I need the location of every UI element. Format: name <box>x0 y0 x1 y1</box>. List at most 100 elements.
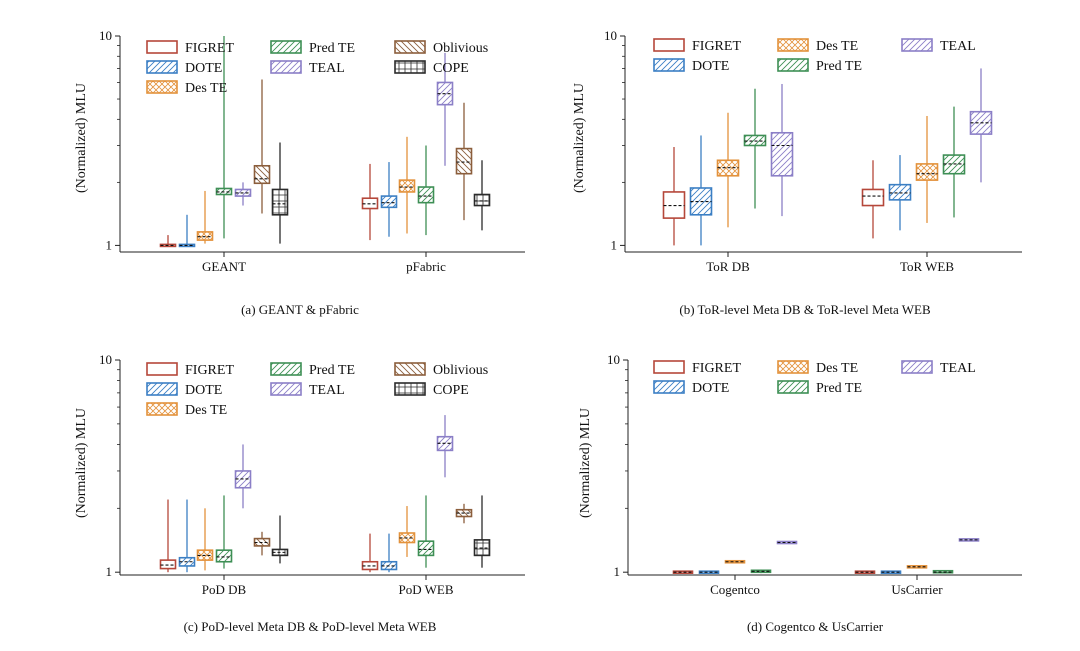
legend-pred-te: Pred TE <box>270 40 355 56</box>
box-figret-pfabric <box>361 163 379 241</box>
box-dote-cogentco <box>698 570 720 574</box>
legend-oblivious: Oblivious <box>394 362 488 378</box>
legend-label: TEAL <box>309 383 345 398</box>
legend-label: Pred TE <box>816 381 862 396</box>
x-tick-label-uscarrier: UsCarrier <box>891 582 943 597</box>
box-cope-pod-web <box>473 495 491 568</box>
box-teal-pfabric <box>436 52 454 166</box>
box-dote-uscarrier <box>880 570 902 574</box>
legend-figret: FIGRET <box>146 362 234 378</box>
y-tick-label: 10 <box>99 352 112 367</box>
box-figret-tor-web <box>861 160 885 239</box>
legend-des-te: Des TE <box>777 38 858 54</box>
legend-label: TEAL <box>309 61 345 76</box>
box-dote-geant <box>178 214 196 248</box>
box-oblivious-pod-web <box>455 503 473 524</box>
y-tick-label: 1 <box>106 237 113 252</box>
y-tick-label: 1 <box>614 564 621 579</box>
box-oblivious-pod-db <box>253 531 271 556</box>
box-figret-pod-db <box>159 499 177 573</box>
box-cope-pfabric <box>473 160 491 231</box>
x-tick-label-tor-web: ToR WEB <box>900 259 954 274</box>
box-teal-geant <box>234 182 252 206</box>
box-des-te-pfabric <box>398 136 416 234</box>
box-teal-cogentco <box>776 540 798 545</box>
legend-label: Pred TE <box>309 363 355 378</box>
legend-label: FIGRET <box>185 363 234 378</box>
box-dote-pod-web <box>380 533 398 573</box>
box-teal-tor-web <box>969 68 993 183</box>
legend-label: Oblivious <box>433 41 488 56</box>
box-cope-pod-db <box>271 515 289 564</box>
legend-des-te: Des TE <box>777 360 858 376</box>
y-tick-label: 10 <box>604 28 617 43</box>
box-pred-te-pfabric <box>417 145 435 236</box>
box-pred-te-pod-web <box>417 495 435 568</box>
x-tick-label-pod-web: PoD WEB <box>398 582 453 597</box>
panel-b: 1 10 ToR DB ToR WEB FIGRET Des TE TEAL DOTE Pred… <box>572 28 1022 317</box>
x-tick-label-pfabric: pFabric <box>406 259 446 274</box>
caption-d: (d) Cogentco & UsCarrier <box>747 619 884 634</box>
legend-label: Pred TE <box>816 59 862 74</box>
box-figret-geant <box>159 235 177 248</box>
legend-cope: COPE <box>394 60 469 76</box>
legend-pred-te: Pred TE <box>777 380 862 396</box>
legend-label: TEAL <box>940 39 976 54</box>
legend-des-te: Des TE <box>146 402 227 418</box>
ylabel-b: (Normalized) MLU <box>572 83 587 193</box>
legend-figret: FIGRET <box>653 38 741 54</box>
box-teal-pod-web <box>436 415 454 478</box>
legend-dote: DOTE <box>146 382 222 398</box>
ylabel-a: (Normalized) MLU <box>74 83 89 193</box>
legend-label: Des TE <box>816 39 858 54</box>
y-tick-label: 1 <box>106 564 113 579</box>
caption-c: (c) PoD-level Meta DB & PoD-level Meta W… <box>184 619 437 634</box>
legend-label: DOTE <box>185 61 222 76</box>
panel-a: 1 10 GEANT pFabric FIGRET Pred TE Oblivious DOT… <box>74 28 525 317</box>
legend-label: FIGRET <box>185 41 234 56</box>
box-teal-tor-db <box>770 83 794 217</box>
box-teal-uscarrier <box>958 538 980 542</box>
box-dote-pfabric <box>380 162 398 237</box>
legend-label: Des TE <box>185 81 227 96</box>
legend-label: Des TE <box>185 403 227 418</box>
box-teal-pod-db <box>234 444 252 509</box>
box-des-te-tor-web <box>915 115 939 223</box>
box-oblivious-pfabric <box>455 102 473 221</box>
legend-cope: COPE <box>394 382 469 398</box>
x-tick-label-pod-db: PoD DB <box>202 582 247 597</box>
box-des-te-pod-web <box>398 506 416 557</box>
ylabel-d: (Normalized) MLU <box>578 408 593 518</box>
legend-dote: DOTE <box>653 380 729 396</box>
legend-pred-te: Pred TE <box>777 58 862 74</box>
box-pred-te-uscarrier <box>932 569 954 574</box>
box-dote-tor-web <box>888 155 912 231</box>
legend-dote: DOTE <box>653 58 729 74</box>
legend-label: COPE <box>433 383 469 398</box>
legend-label: FIGRET <box>692 361 741 376</box>
box-des-te-tor-db <box>716 112 740 228</box>
box-figret-pod-web <box>361 533 379 573</box>
caption-b: (b) ToR-level Meta DB & ToR-level Meta W… <box>679 302 931 317</box>
box-figret-tor-db <box>662 147 686 246</box>
legend-teal: TEAL <box>901 38 976 54</box>
x-tick-label-tor-db: ToR DB <box>706 259 750 274</box>
legend-label: TEAL <box>940 361 976 376</box>
box-figret-cogentco <box>672 570 694 574</box>
legend-label: DOTE <box>692 59 729 74</box>
box-pred-te-tor-db <box>743 88 767 209</box>
legend-pred-te: Pred TE <box>270 362 355 378</box>
legend-dote: DOTE <box>146 60 222 76</box>
box-figret-uscarrier <box>854 570 876 574</box>
box-cope-geant <box>271 142 289 244</box>
legend-label: DOTE <box>692 381 729 396</box>
ylabel-c: (Normalized) MLU <box>74 408 89 518</box>
legend-oblivious: Oblivious <box>394 40 488 56</box>
legend-teal: TEAL <box>270 382 345 398</box>
legend-label: DOTE <box>185 383 222 398</box>
box-des-te-pod-db <box>196 508 214 571</box>
panel-d: 1 10 Cogentco UsCarrier FIGRET Des TE TEAL DOTE… <box>578 352 1022 634</box>
box-dote-tor-db <box>689 135 713 246</box>
legend-figret: FIGRET <box>146 40 234 56</box>
legend-label: FIGRET <box>692 39 741 54</box>
